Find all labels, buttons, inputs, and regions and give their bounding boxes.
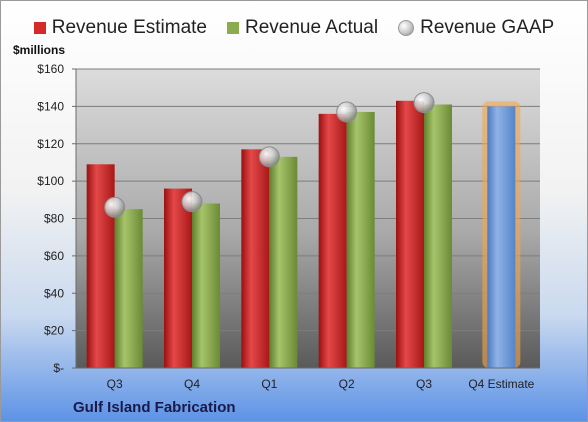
marker-revenue-gaap bbox=[413, 92, 435, 114]
legend-item-estimate: Revenue Estimate bbox=[33, 17, 207, 39]
legend-item-actual: Revenue Actual bbox=[227, 17, 378, 39]
y-tick-label: $100 bbox=[37, 174, 64, 188]
marker-revenue-gaap bbox=[181, 191, 203, 213]
legend-swatch-actual bbox=[227, 22, 239, 34]
company-name: Gulf Island Fabrication bbox=[73, 399, 236, 416]
bar-revenue-actual bbox=[424, 104, 452, 368]
x-tick-label: Q2 bbox=[339, 377, 355, 391]
bar-revenue-actual bbox=[269, 156, 298, 368]
y-tick-label: $40 bbox=[44, 286, 64, 300]
y-tick-label: $80 bbox=[44, 212, 64, 226]
y-tick-label: $20 bbox=[44, 324, 64, 338]
bar-revenue-estimate bbox=[164, 188, 192, 368]
y-tick-label: $- bbox=[53, 361, 64, 375]
marker-revenue-gaap bbox=[258, 146, 280, 168]
marker-revenue-gaap bbox=[104, 196, 126, 218]
y-tick-label: $60 bbox=[44, 249, 64, 263]
bars bbox=[86, 100, 521, 369]
y-axis-unit-label: $millions bbox=[13, 43, 66, 57]
legend-label-gaap: Revenue GAAP bbox=[420, 17, 555, 38]
bar-q4-estimate bbox=[487, 106, 516, 368]
legend: Revenue Estimate Revenue Actual Revenue … bbox=[1, 17, 587, 39]
bar-revenue-estimate bbox=[241, 149, 270, 368]
bar-revenue-actual bbox=[114, 209, 143, 368]
bar-revenue-estimate bbox=[86, 164, 115, 368]
bar-revenue-estimate bbox=[396, 100, 424, 369]
bar-revenue-estimate bbox=[318, 113, 347, 368]
x-tick-label: Q4 Estimate bbox=[468, 377, 534, 391]
x-tick-label: Q1 bbox=[261, 377, 277, 391]
legend-marker-gaap bbox=[398, 20, 415, 36]
y-tick-label: $120 bbox=[37, 137, 64, 151]
marker-revenue-gaap bbox=[336, 101, 358, 123]
legend-label-actual: Revenue Actual bbox=[245, 17, 379, 38]
legend-label-estimate: Revenue Estimate bbox=[51, 17, 207, 38]
bar-revenue-actual bbox=[346, 111, 375, 368]
y-axis-ticks: $- $20 $40 $60 $80 $100 $120 $140 $160 bbox=[37, 62, 76, 375]
x-tick-label: Q3 bbox=[107, 377, 123, 391]
legend-swatch-estimate bbox=[33, 22, 46, 34]
bar-revenue-actual bbox=[192, 203, 220, 368]
legend-item-gaap: Revenue GAAP bbox=[398, 17, 554, 39]
x-axis-ticks: Q3 Q4 Q1 Q2 Q3 Q4 Estimate bbox=[107, 377, 535, 391]
x-tick-label: Q3 bbox=[416, 377, 432, 391]
gridlines bbox=[76, 68, 540, 332]
y-tick-label: $140 bbox=[37, 99, 64, 113]
y-tick-label: $160 bbox=[37, 62, 64, 76]
gaap-markers bbox=[104, 92, 435, 218]
x-tick-label: Q4 bbox=[184, 377, 200, 391]
